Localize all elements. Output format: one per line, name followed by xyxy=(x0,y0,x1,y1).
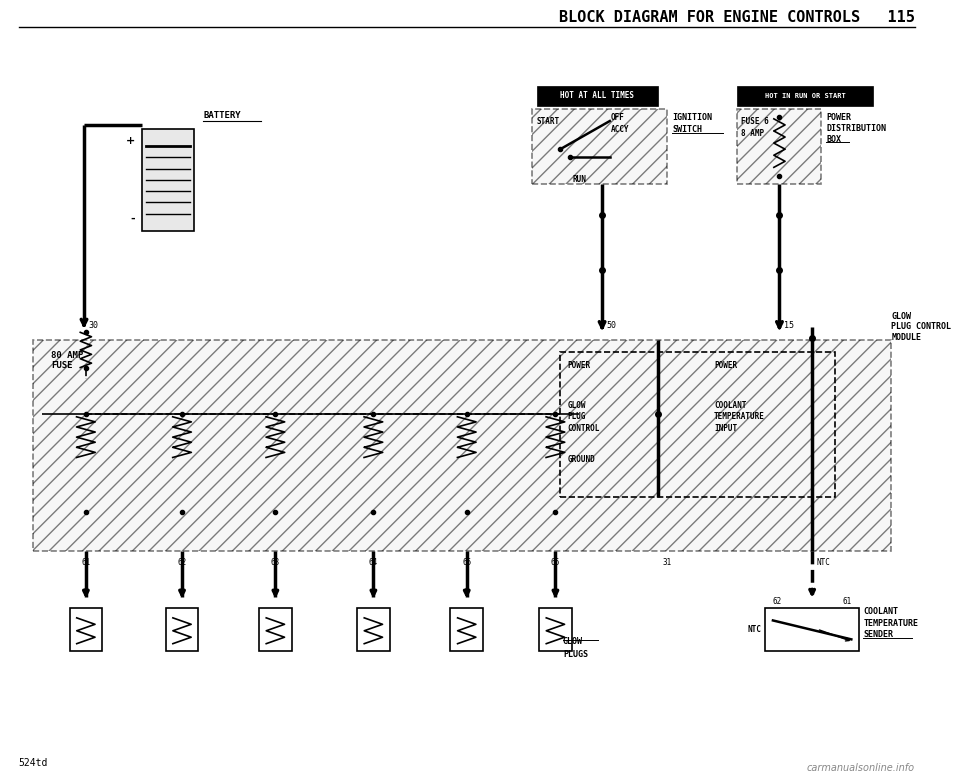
Text: GLOW: GLOW xyxy=(567,400,586,410)
Text: 80 AMP: 80 AMP xyxy=(51,350,84,360)
Text: DISTRIBUTION: DISTRIBUTION xyxy=(827,124,886,133)
Text: 61: 61 xyxy=(843,597,852,606)
Text: BLOCK DIAGRAM FOR ENGINE CONTROLS   115: BLOCK DIAGRAM FOR ENGINE CONTROLS 115 xyxy=(559,9,915,25)
Text: -: - xyxy=(131,214,135,224)
Text: PLUG: PLUG xyxy=(567,412,586,421)
Text: CONTROL: CONTROL xyxy=(567,424,600,433)
Bar xyxy=(259,608,292,651)
Text: TEMPERATURE: TEMPERATURE xyxy=(863,619,919,628)
Text: 65: 65 xyxy=(462,558,471,567)
Bar xyxy=(737,86,873,106)
Text: 524td: 524td xyxy=(18,758,48,768)
Bar xyxy=(69,608,102,651)
Bar xyxy=(537,86,659,106)
Text: GLOW: GLOW xyxy=(892,312,911,321)
Text: ACCY: ACCY xyxy=(611,125,629,135)
Text: 30: 30 xyxy=(88,321,99,330)
Text: BATTERY: BATTERY xyxy=(203,110,241,120)
Text: MODULE: MODULE xyxy=(892,332,922,342)
Text: 62: 62 xyxy=(772,597,781,606)
Text: OFF: OFF xyxy=(611,113,624,122)
Text: HOT AT ALL TIMES: HOT AT ALL TIMES xyxy=(561,91,635,100)
Text: POWER: POWER xyxy=(714,361,737,371)
Text: START: START xyxy=(537,117,560,127)
Bar xyxy=(737,109,822,184)
Text: 31: 31 xyxy=(662,558,672,567)
Text: PLUG CONTROL: PLUG CONTROL xyxy=(892,322,951,332)
Text: FUSE 6: FUSE 6 xyxy=(741,117,769,127)
Text: 66: 66 xyxy=(551,558,560,567)
Bar xyxy=(532,109,667,184)
Text: COOLANT: COOLANT xyxy=(714,400,747,410)
Text: IGNITION: IGNITION xyxy=(672,113,712,122)
Text: RUN: RUN xyxy=(573,174,587,184)
Text: GROUND: GROUND xyxy=(567,455,595,465)
Text: SWITCH: SWITCH xyxy=(672,124,702,134)
Text: +: + xyxy=(126,136,135,145)
Text: 8 AMP: 8 AMP xyxy=(741,129,764,138)
Text: HOT IN RUN OR START: HOT IN RUN OR START xyxy=(765,93,846,99)
Text: SENDER: SENDER xyxy=(863,630,894,640)
Text: 63: 63 xyxy=(271,558,280,567)
Bar xyxy=(357,608,390,651)
Bar xyxy=(450,608,483,651)
Bar xyxy=(540,608,572,651)
Text: INPUT: INPUT xyxy=(714,424,737,433)
Text: NTC: NTC xyxy=(817,558,830,567)
Text: POWER: POWER xyxy=(827,113,852,122)
Text: COOLANT: COOLANT xyxy=(863,607,899,616)
Text: BOX: BOX xyxy=(827,135,841,144)
Text: 15: 15 xyxy=(784,321,794,330)
Text: GLOW: GLOW xyxy=(563,637,583,647)
Text: carmanualsonline.info: carmanualsonline.info xyxy=(806,762,915,773)
Bar xyxy=(560,352,835,497)
Text: 62: 62 xyxy=(178,558,186,567)
Bar xyxy=(765,608,859,651)
Bar xyxy=(33,340,892,551)
Text: FUSE: FUSE xyxy=(51,361,73,370)
Bar xyxy=(166,608,199,651)
Text: 50: 50 xyxy=(607,321,616,330)
Text: NTC: NTC xyxy=(748,626,761,634)
Text: 64: 64 xyxy=(369,558,378,567)
Text: TEMPERATURE: TEMPERATURE xyxy=(714,412,765,421)
Bar xyxy=(142,129,194,231)
Text: POWER: POWER xyxy=(567,361,590,371)
Text: 61: 61 xyxy=(82,558,90,567)
Text: PLUGS: PLUGS xyxy=(563,650,588,659)
